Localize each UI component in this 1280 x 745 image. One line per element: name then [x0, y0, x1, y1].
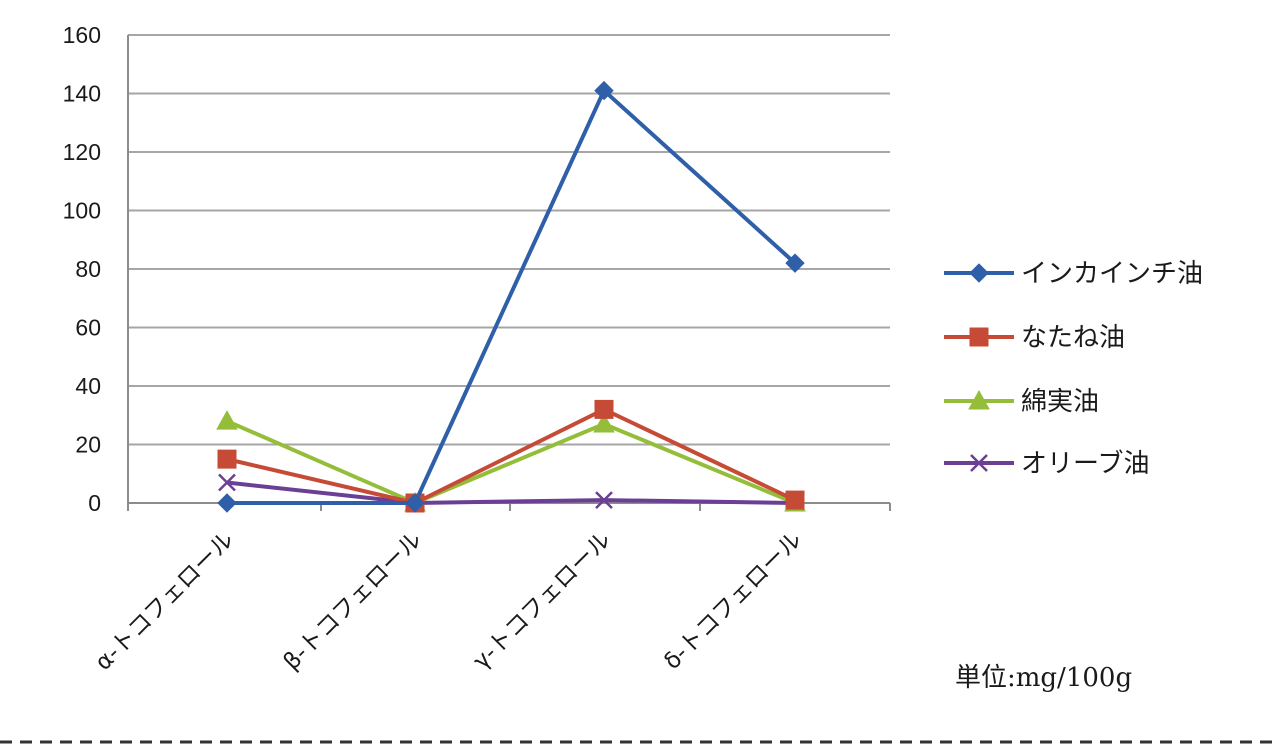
legend-label: オリーブ油 — [1021, 449, 1149, 479]
data-point-marker — [785, 253, 805, 273]
legend-label: なたね油 — [1021, 323, 1125, 353]
y-tick-label: 120 — [63, 139, 101, 165]
data-point-marker — [217, 493, 237, 513]
data-point-marker — [594, 399, 614, 419]
series-line — [226, 419, 796, 505]
y-tick-label: 0 — [88, 490, 101, 516]
legend-marker — [970, 454, 988, 472]
legend-marker — [969, 263, 989, 283]
data-point-marker — [594, 80, 614, 101]
data-point-marker — [593, 412, 615, 433]
data-point-marker — [218, 473, 236, 492]
x-category-label: δ-トコフェロール — [659, 527, 807, 675]
data-point-marker — [405, 493, 425, 513]
data-point-marker — [217, 449, 237, 469]
y-tick-label: 80 — [75, 256, 101, 282]
series-line — [226, 480, 796, 505]
legend-marker — [969, 327, 989, 347]
y-tick-label: 140 — [63, 81, 101, 107]
legend-item: オリーブ油 — [944, 449, 1149, 479]
legend-label: 綿実油 — [1021, 387, 1099, 417]
x-category-label: γ-トコフェロール — [469, 527, 617, 675]
legend-label: インカインチ油 — [1021, 259, 1203, 289]
y-tick-label: 100 — [63, 198, 101, 224]
series-1 — [217, 80, 805, 513]
series-line — [227, 88, 797, 505]
data-point-marker — [595, 491, 613, 509]
legend-item: 綿実油 — [944, 387, 1099, 417]
series-group — [216, 80, 806, 513]
legend-item: インカインチ油 — [944, 259, 1203, 289]
y-tick-label: 20 — [75, 432, 101, 458]
legend-marker — [968, 389, 990, 410]
unit-note: 単位:mg/100g — [955, 663, 1132, 693]
x-category-label: β-トコフェロール — [279, 527, 427, 675]
y-axis: 0 20 40 60 80 100 120 140 160 — [63, 22, 129, 516]
y-tick-label: 60 — [75, 315, 101, 341]
legend-item: なたね油 — [944, 323, 1125, 353]
gridlines — [128, 34, 890, 446]
data-point-marker — [785, 490, 805, 510]
series-line — [226, 407, 796, 505]
y-tick-label: 40 — [75, 373, 101, 399]
x-category-label: α-トコフェロール — [90, 527, 239, 676]
y-tick-label: 160 — [63, 22, 101, 48]
x-axis: α-トコフェロール β-トコフェロール γ-トコフェロール δ-トコフェロール — [90, 502, 891, 676]
data-point-marker — [216, 410, 238, 430]
